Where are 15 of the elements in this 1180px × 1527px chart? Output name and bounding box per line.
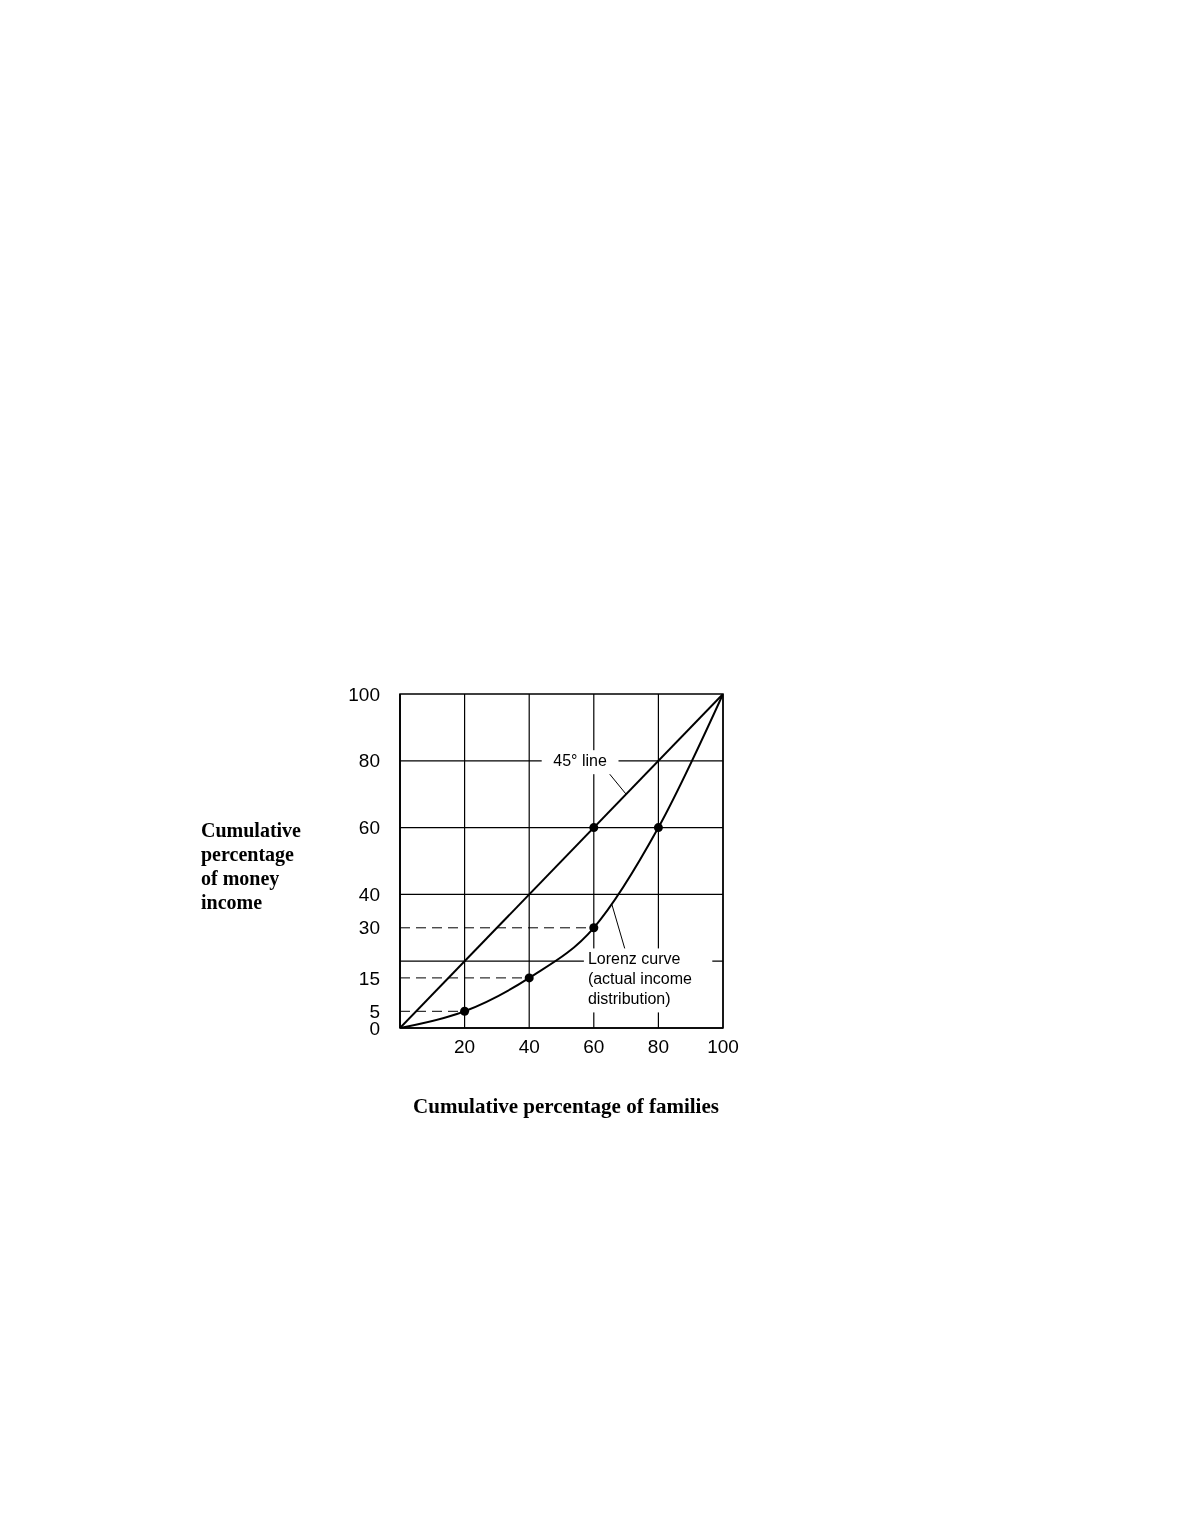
x-tick-label: 100 — [707, 1036, 739, 1058]
y-tick-label: 100 — [348, 683, 380, 705]
annotation: 45° line — [553, 752, 607, 770]
x-axis-title: Cumulative percentage of families — [412, 1094, 720, 1119]
x-tick-label: 60 — [583, 1036, 605, 1058]
x-tick-label: 20 — [454, 1036, 476, 1058]
y-tick-label: 80 — [358, 750, 380, 772]
y-tick-label: 60 — [358, 817, 380, 839]
y-axis-title: Cumulative percentage of money income — [201, 818, 302, 914]
y-tick-label: 15 — [358, 967, 380, 989]
x-tick-label: 80 — [647, 1036, 669, 1058]
x-tick-label: 40 — [518, 1036, 540, 1058]
y-tick-label: 30 — [358, 917, 380, 939]
y-tick-label: 40 — [358, 884, 380, 906]
annotation: Lorenz curve (actual income distribution) — [587, 950, 693, 1008]
